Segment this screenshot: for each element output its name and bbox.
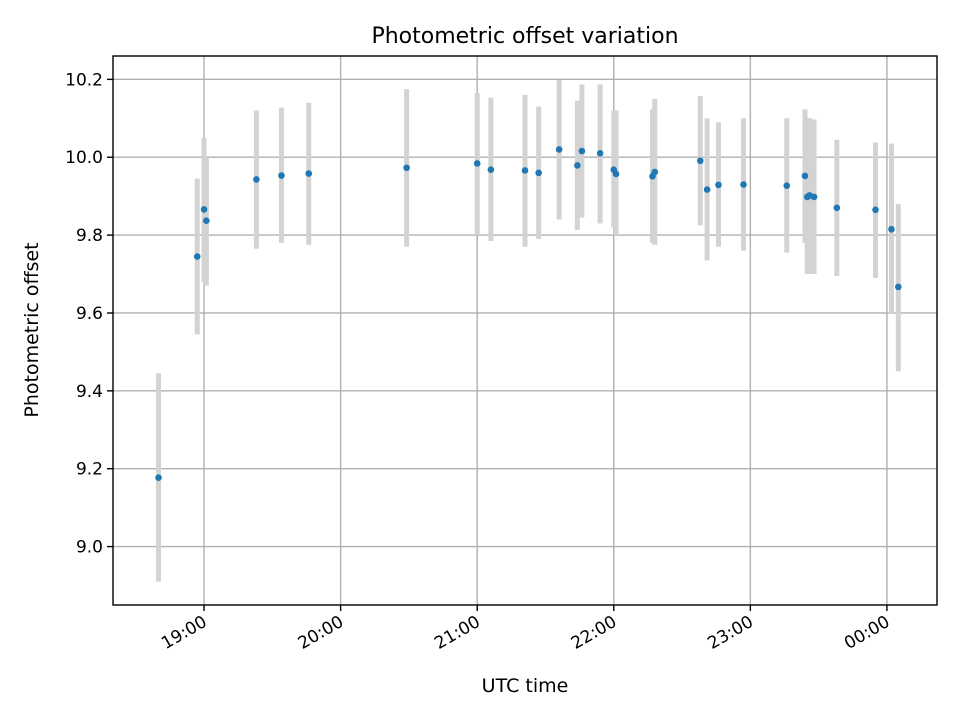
y-tick-label: 10.2 [65, 70, 103, 90]
data-point [155, 474, 162, 481]
data-point [487, 166, 495, 173]
data-point [278, 172, 285, 179]
data-point [403, 164, 410, 172]
data-point [783, 182, 791, 189]
data-point [473, 160, 481, 167]
data-point [612, 170, 620, 178]
data-point [200, 206, 208, 213]
data-point [535, 169, 542, 177]
data-point [715, 181, 722, 189]
data-point [810, 193, 818, 201]
data-points [155, 146, 902, 481]
data-point [888, 225, 895, 233]
y-tick-label: 9.4 [76, 382, 103, 402]
data-point [305, 170, 313, 177]
data-point [895, 283, 902, 291]
data-point [521, 167, 529, 174]
data-point [872, 206, 879, 214]
data-point [703, 186, 711, 193]
y-tick-label: 9.6 [76, 304, 103, 324]
y-axis-label: Photometric offset [21, 242, 43, 417]
plot-frame [112, 55, 938, 606]
y-tick-label: 9.0 [76, 538, 103, 558]
data-point [801, 172, 809, 180]
data-point [193, 253, 201, 260]
y-tick-label: 9.8 [76, 226, 103, 246]
x-axis-label: UTC time [482, 675, 569, 697]
y-tick-label: 9.2 [76, 460, 103, 480]
data-point [651, 168, 659, 176]
data-point [253, 176, 260, 183]
data-point [555, 146, 563, 153]
data-point [696, 157, 704, 165]
chart-title: Photometric offset variation [371, 24, 678, 49]
data-point [578, 147, 586, 155]
data-point [203, 217, 210, 224]
data-point [740, 181, 747, 188]
data-point [596, 150, 604, 157]
data-point [833, 204, 841, 212]
y-tick-label: 10.0 [65, 148, 103, 168]
data-point [574, 162, 581, 169]
